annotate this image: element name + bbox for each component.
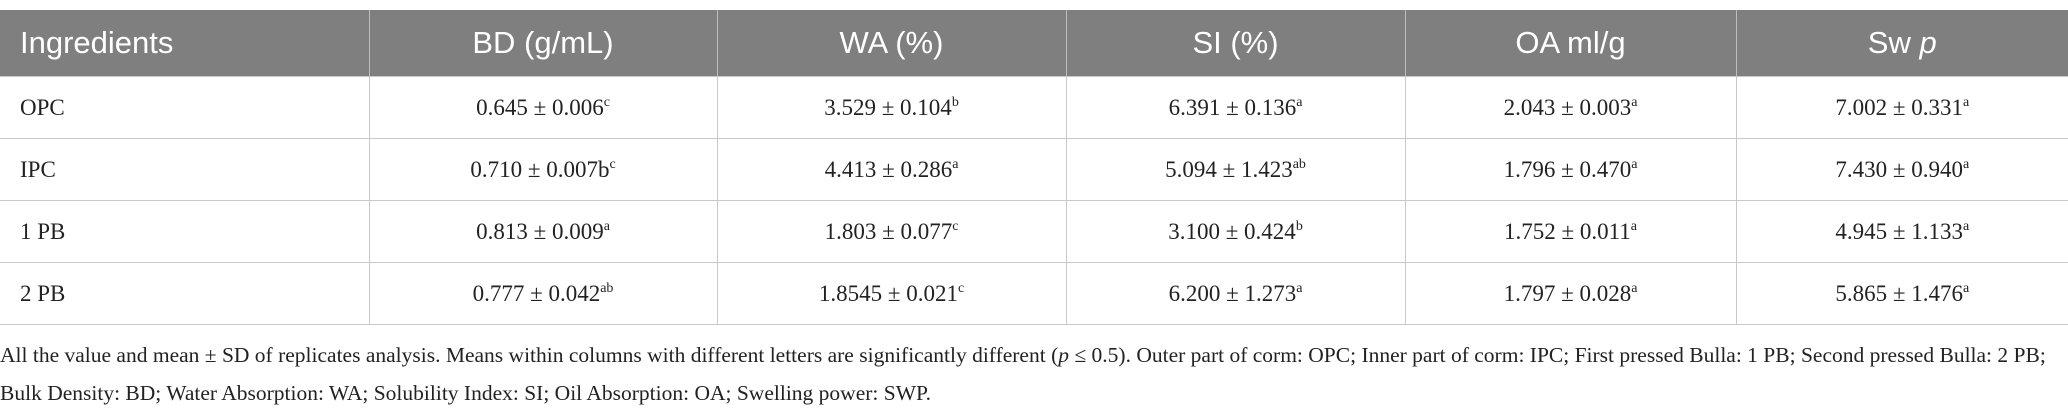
cell-value: 5.865 ± 1.476	[1835, 280, 1963, 306]
header-italic: p	[1919, 25, 1937, 60]
footnote-text: ≤ 0.5). Outer part of corm: OPC; Inner p…	[0, 343, 2046, 405]
header-cell: Ingredients	[0, 10, 369, 77]
table-cell: 4.945 ± 1.133a	[1735, 200, 2068, 263]
cell-superscript: a	[1962, 156, 1970, 172]
table-body: OPC 0.645 ± 0.006c 3.529 ± 0.104b 6.391 ± 0…	[0, 76, 2068, 325]
table-cell: 0.645 ± 0.006c	[368, 76, 718, 139]
table-cell: 1.8545 ± 0.021c	[716, 262, 1067, 325]
cell-superscript: a	[1296, 94, 1303, 110]
header-cell: SI (%)	[1065, 10, 1405, 77]
cell-superscript: ab	[1292, 156, 1306, 172]
table-cell: 7.430 ± 0.940a	[1735, 138, 2068, 201]
table-cell: 5.865 ± 1.476a	[1735, 262, 2068, 325]
cell-value: 6.391 ± 0.136	[1168, 94, 1297, 120]
cell-value: 5.094 ± 1.423	[1165, 156, 1293, 182]
cell-value: 6.200 ± 1.273	[1168, 280, 1297, 306]
header-row: Ingredients BD (g/mL) WA (%) SI (%) OA ml/g S…	[0, 10, 2068, 77]
cell-value: 1.8545 ± 0.021	[818, 280, 958, 306]
header-cell: Sw p	[1735, 10, 2068, 77]
cell-value: 7.002 ± 0.331	[1835, 94, 1963, 120]
cell-superscript: a	[1962, 218, 1970, 234]
cell-superscript: a	[1296, 280, 1303, 296]
cell-value: 0.710 ± 0.007b	[470, 156, 610, 182]
table-cell: 1.803 ± 0.077c	[716, 200, 1067, 263]
cell-superscript: b	[1295, 218, 1303, 234]
cell-superscript: a	[1962, 94, 1970, 110]
footnote: All the value and mean ± SD of replicate…	[0, 336, 2060, 412]
table-cell: 0.813 ± 0.009a	[368, 200, 718, 263]
cell-superscript: c	[609, 156, 616, 172]
table-cell: 3.529 ± 0.104b	[716, 76, 1067, 139]
footnote-italic: p	[1058, 343, 1069, 367]
row-label: OPC	[0, 76, 370, 139]
row-label: 2 PB	[0, 262, 370, 325]
data-table: Ingredients BD (g/mL) WA (%) SI (%) OA ml/g S…	[0, 10, 2068, 325]
header-cell: OA ml/g	[1404, 10, 1736, 77]
cell-value: 1.803 ± 0.077	[824, 218, 953, 244]
table-cell: 5.094 ± 1.423ab	[1065, 138, 1406, 201]
table-cell: 6.200 ± 1.273a	[1065, 262, 1406, 325]
header-text: Sw	[1867, 25, 1911, 60]
table-cell: 6.391 ± 0.136a	[1065, 76, 1406, 139]
cell-value: 4.413 ± 0.286	[824, 156, 953, 182]
table-cell: 1.797 ± 0.028a	[1404, 262, 1737, 325]
table-cell: 4.413 ± 0.286a	[716, 138, 1067, 201]
cell-superscript: c	[603, 94, 610, 110]
cell-value: 0.813 ± 0.009	[476, 218, 604, 244]
table-row: 1 PB 0.813 ± 0.009a 1.803 ± 0.077c 3.100 ± …	[0, 200, 2068, 263]
header-cell: WA (%)	[716, 10, 1066, 77]
table-row: 2 PB 0.777 ± 0.042ab 1.8545 ± 0.021c 6.200 …	[0, 262, 2068, 325]
table-cell: 1.796 ± 0.470a	[1404, 138, 1737, 201]
cell-value: 1.797 ± 0.028	[1503, 280, 1632, 306]
cell-superscript: a	[1962, 280, 1970, 296]
cell-superscript: a	[1630, 218, 1637, 234]
cell-value: 0.777 ± 0.042	[472, 280, 601, 306]
cell-superscript: a	[1631, 280, 1638, 296]
cell-value: 3.100 ± 0.424	[1168, 218, 1296, 244]
table-cell: 7.002 ± 0.331a	[1735, 76, 2068, 139]
row-label: IPC	[0, 138, 370, 201]
table-row: OPC 0.645 ± 0.006c 3.529 ± 0.104b 6.391 ± 0…	[0, 76, 2068, 139]
cell-superscript: a	[1631, 94, 1638, 110]
cell-value: 1.752 ± 0.011	[1504, 218, 1631, 244]
cell-value: 3.529 ± 0.104	[824, 94, 952, 120]
cell-value: 1.796 ± 0.470	[1503, 156, 1632, 182]
cell-superscript: b	[951, 94, 959, 110]
cell-value: 7.430 ± 0.940	[1835, 156, 1963, 182]
table-cell: 1.752 ± 0.011a	[1404, 200, 1737, 263]
cell-value: 0.645 ± 0.006	[476, 94, 604, 120]
cell-superscript: a	[603, 218, 610, 234]
cell-value: 4.945 ± 1.133	[1835, 218, 1963, 244]
cell-superscript: c	[952, 218, 959, 234]
table-row: IPC 0.710 ± 0.007bc 4.413 ± 0.286a 5.094 ± …	[0, 138, 2068, 201]
header-cell: BD (g/mL)	[368, 10, 717, 77]
cell-value: 2.043 ± 0.003	[1503, 94, 1632, 120]
table-cell: 0.710 ± 0.007bc	[368, 138, 718, 201]
table-cell: 3.100 ± 0.424b	[1065, 200, 1406, 263]
cell-superscript: c	[957, 280, 965, 296]
table-cell: 0.777 ± 0.042ab	[368, 262, 718, 325]
cell-superscript: ab	[600, 280, 614, 296]
cell-superscript: a	[1631, 156, 1638, 172]
cell-superscript: a	[952, 156, 959, 172]
table-cell: 2.043 ± 0.003a	[1404, 76, 1737, 139]
footnote-text: All the value and mean ± SD of replicate…	[0, 343, 1059, 367]
row-label: 1 PB	[0, 200, 370, 263]
